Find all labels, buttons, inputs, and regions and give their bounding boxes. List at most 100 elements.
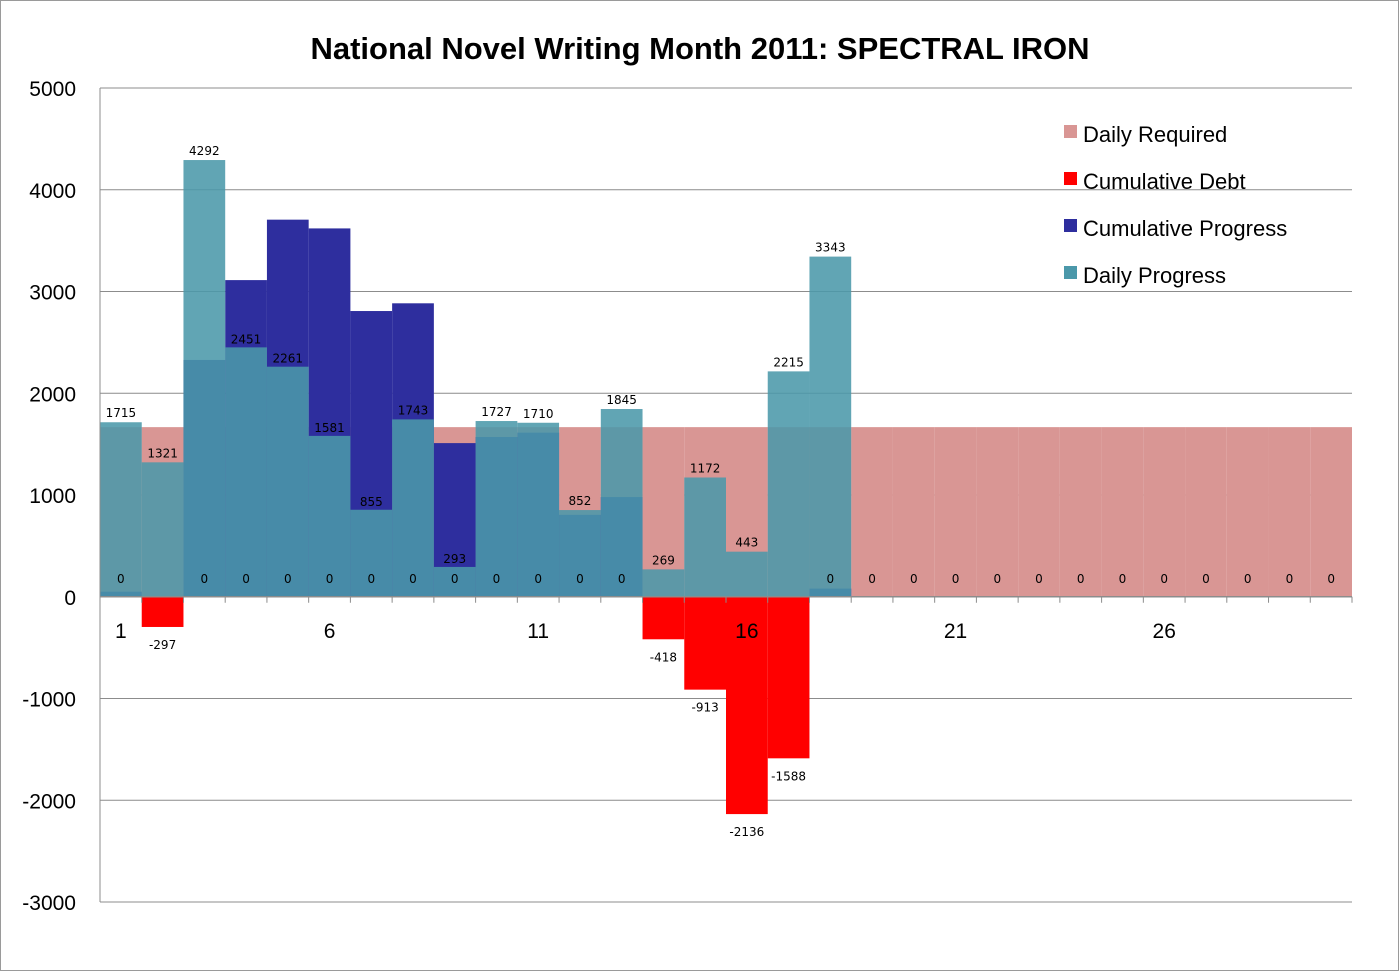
data-label: -913: [692, 701, 719, 715]
data-label: -297: [149, 638, 176, 652]
data-label: 0: [1077, 572, 1085, 586]
legend-label: Daily Progress: [1083, 263, 1226, 288]
y-tick-label: 3000: [29, 282, 76, 305]
y-tick-label: -1000: [22, 689, 76, 712]
daily-progress-bar: [266, 366, 309, 597]
data-label: 0: [326, 572, 334, 586]
daily-progress-bar: [642, 569, 685, 597]
data-label: 852: [568, 494, 591, 508]
data-label: 0: [1327, 572, 1335, 586]
daily-required-bar: [934, 427, 977, 597]
cumulative-debt-bar: [684, 596, 726, 690]
data-label: 0: [242, 572, 250, 586]
data-label: 0: [367, 572, 375, 586]
cumulative-debt-bar: [141, 596, 184, 627]
daily-required-bar: [1185, 427, 1227, 597]
legend-swatch: [1064, 172, 1077, 185]
data-label: 0: [1119, 572, 1127, 586]
data-label: 0: [910, 572, 918, 586]
data-label: 0: [284, 572, 292, 586]
data-label: 0: [868, 572, 876, 586]
legend: Daily Required Cumulative Debt Cumulative …: [1064, 122, 1287, 288]
legend-swatch: [1064, 125, 1077, 138]
y-tick-label: 4000: [29, 180, 76, 203]
data-label: 0: [1202, 572, 1210, 586]
cumulative-debt-bar: [726, 596, 768, 815]
data-label: 293: [443, 552, 466, 566]
data-label: 0: [409, 572, 417, 586]
daily-required-bar: [642, 427, 685, 597]
y-tick-label: -2000: [22, 790, 76, 813]
daily-progress-bar: [809, 256, 852, 597]
data-label: 1321: [147, 446, 178, 460]
daily-required-bar: [851, 427, 893, 597]
legend-label: Cumulative Progress: [1083, 216, 1287, 241]
y-tick-label: -3000: [22, 892, 76, 915]
daily-required-bar: [1101, 427, 1144, 597]
cumulative-debt-bar: [767, 596, 810, 759]
data-labels: 1715 1321 4292 2451 2261 1581 855 1743 293 1727 17…: [106, 144, 1335, 839]
legend-label: Daily Required: [1083, 122, 1227, 147]
data-label: -1588: [771, 769, 806, 783]
data-label: 2451: [231, 332, 262, 346]
daily-progress-bar: [392, 419, 434, 597]
daily-progress-bar: [600, 409, 643, 597]
y-tick-label: 1000: [29, 485, 76, 508]
daily-progress-bar: [726, 551, 768, 597]
data-label: 0: [201, 572, 209, 586]
data-label: 0: [618, 572, 626, 586]
data-label: 1845: [606, 393, 637, 407]
daily-required-bar: [892, 427, 935, 597]
legend-label: Cumulative Debt: [1083, 169, 1246, 194]
data-label: -418: [650, 650, 677, 664]
daily-required-bar: [976, 427, 1019, 597]
data-label: 1581: [314, 421, 345, 435]
daily-progress-bar: [517, 422, 560, 597]
daily-required-bar: [1143, 427, 1186, 597]
data-label: 1172: [690, 461, 721, 475]
daily-required-bar: [1059, 427, 1102, 597]
data-label: 1743: [398, 403, 429, 417]
data-label: 0: [451, 572, 459, 586]
x-tick-label: 16: [735, 620, 758, 643]
data-label: 2261: [273, 352, 304, 366]
daily-progress-bar: [225, 347, 267, 597]
data-label: 1727: [481, 405, 512, 419]
chart-title: National Novel Writing Month 2011: SPECT…: [310, 31, 1089, 66]
daily-progress-bar: [433, 566, 476, 597]
daily-progress-bar: [350, 509, 393, 597]
daily-progress-bar: [308, 435, 351, 597]
x-tick-label: 1: [115, 620, 127, 643]
data-label: 2215: [773, 355, 804, 369]
daily-progress-bar: [100, 422, 142, 597]
data-label: 0: [117, 572, 125, 586]
data-label: 0: [993, 572, 1001, 586]
data-label: 855: [360, 495, 383, 509]
daily-required-bar: [1310, 427, 1352, 597]
data-label: 3343: [815, 241, 846, 255]
data-label: 0: [952, 572, 960, 586]
y-tick-label: 2000: [29, 383, 76, 406]
daily-progress-bar: [767, 371, 810, 597]
series-layer: [100, 160, 1352, 815]
cumulative-debt-bar: [642, 596, 685, 640]
daily-required-bar: [1018, 427, 1060, 597]
daily-progress-bar: [559, 510, 601, 597]
x-tick-label: 26: [1153, 620, 1176, 643]
data-label: 0: [1244, 572, 1252, 586]
data-label: 0: [1286, 572, 1294, 586]
y-tick-label: 0: [64, 587, 76, 610]
data-label: 4292: [189, 144, 220, 158]
data-label: 0: [1160, 572, 1168, 586]
daily-progress-bar: [183, 160, 226, 597]
data-label: 0: [493, 572, 501, 586]
data-label: 1715: [106, 406, 137, 420]
data-label: -2136: [729, 825, 764, 839]
data-label: 0: [1035, 572, 1043, 586]
daily-progress-bar: [475, 421, 518, 597]
data-label: 443: [735, 536, 758, 550]
data-label: 269: [652, 553, 675, 567]
